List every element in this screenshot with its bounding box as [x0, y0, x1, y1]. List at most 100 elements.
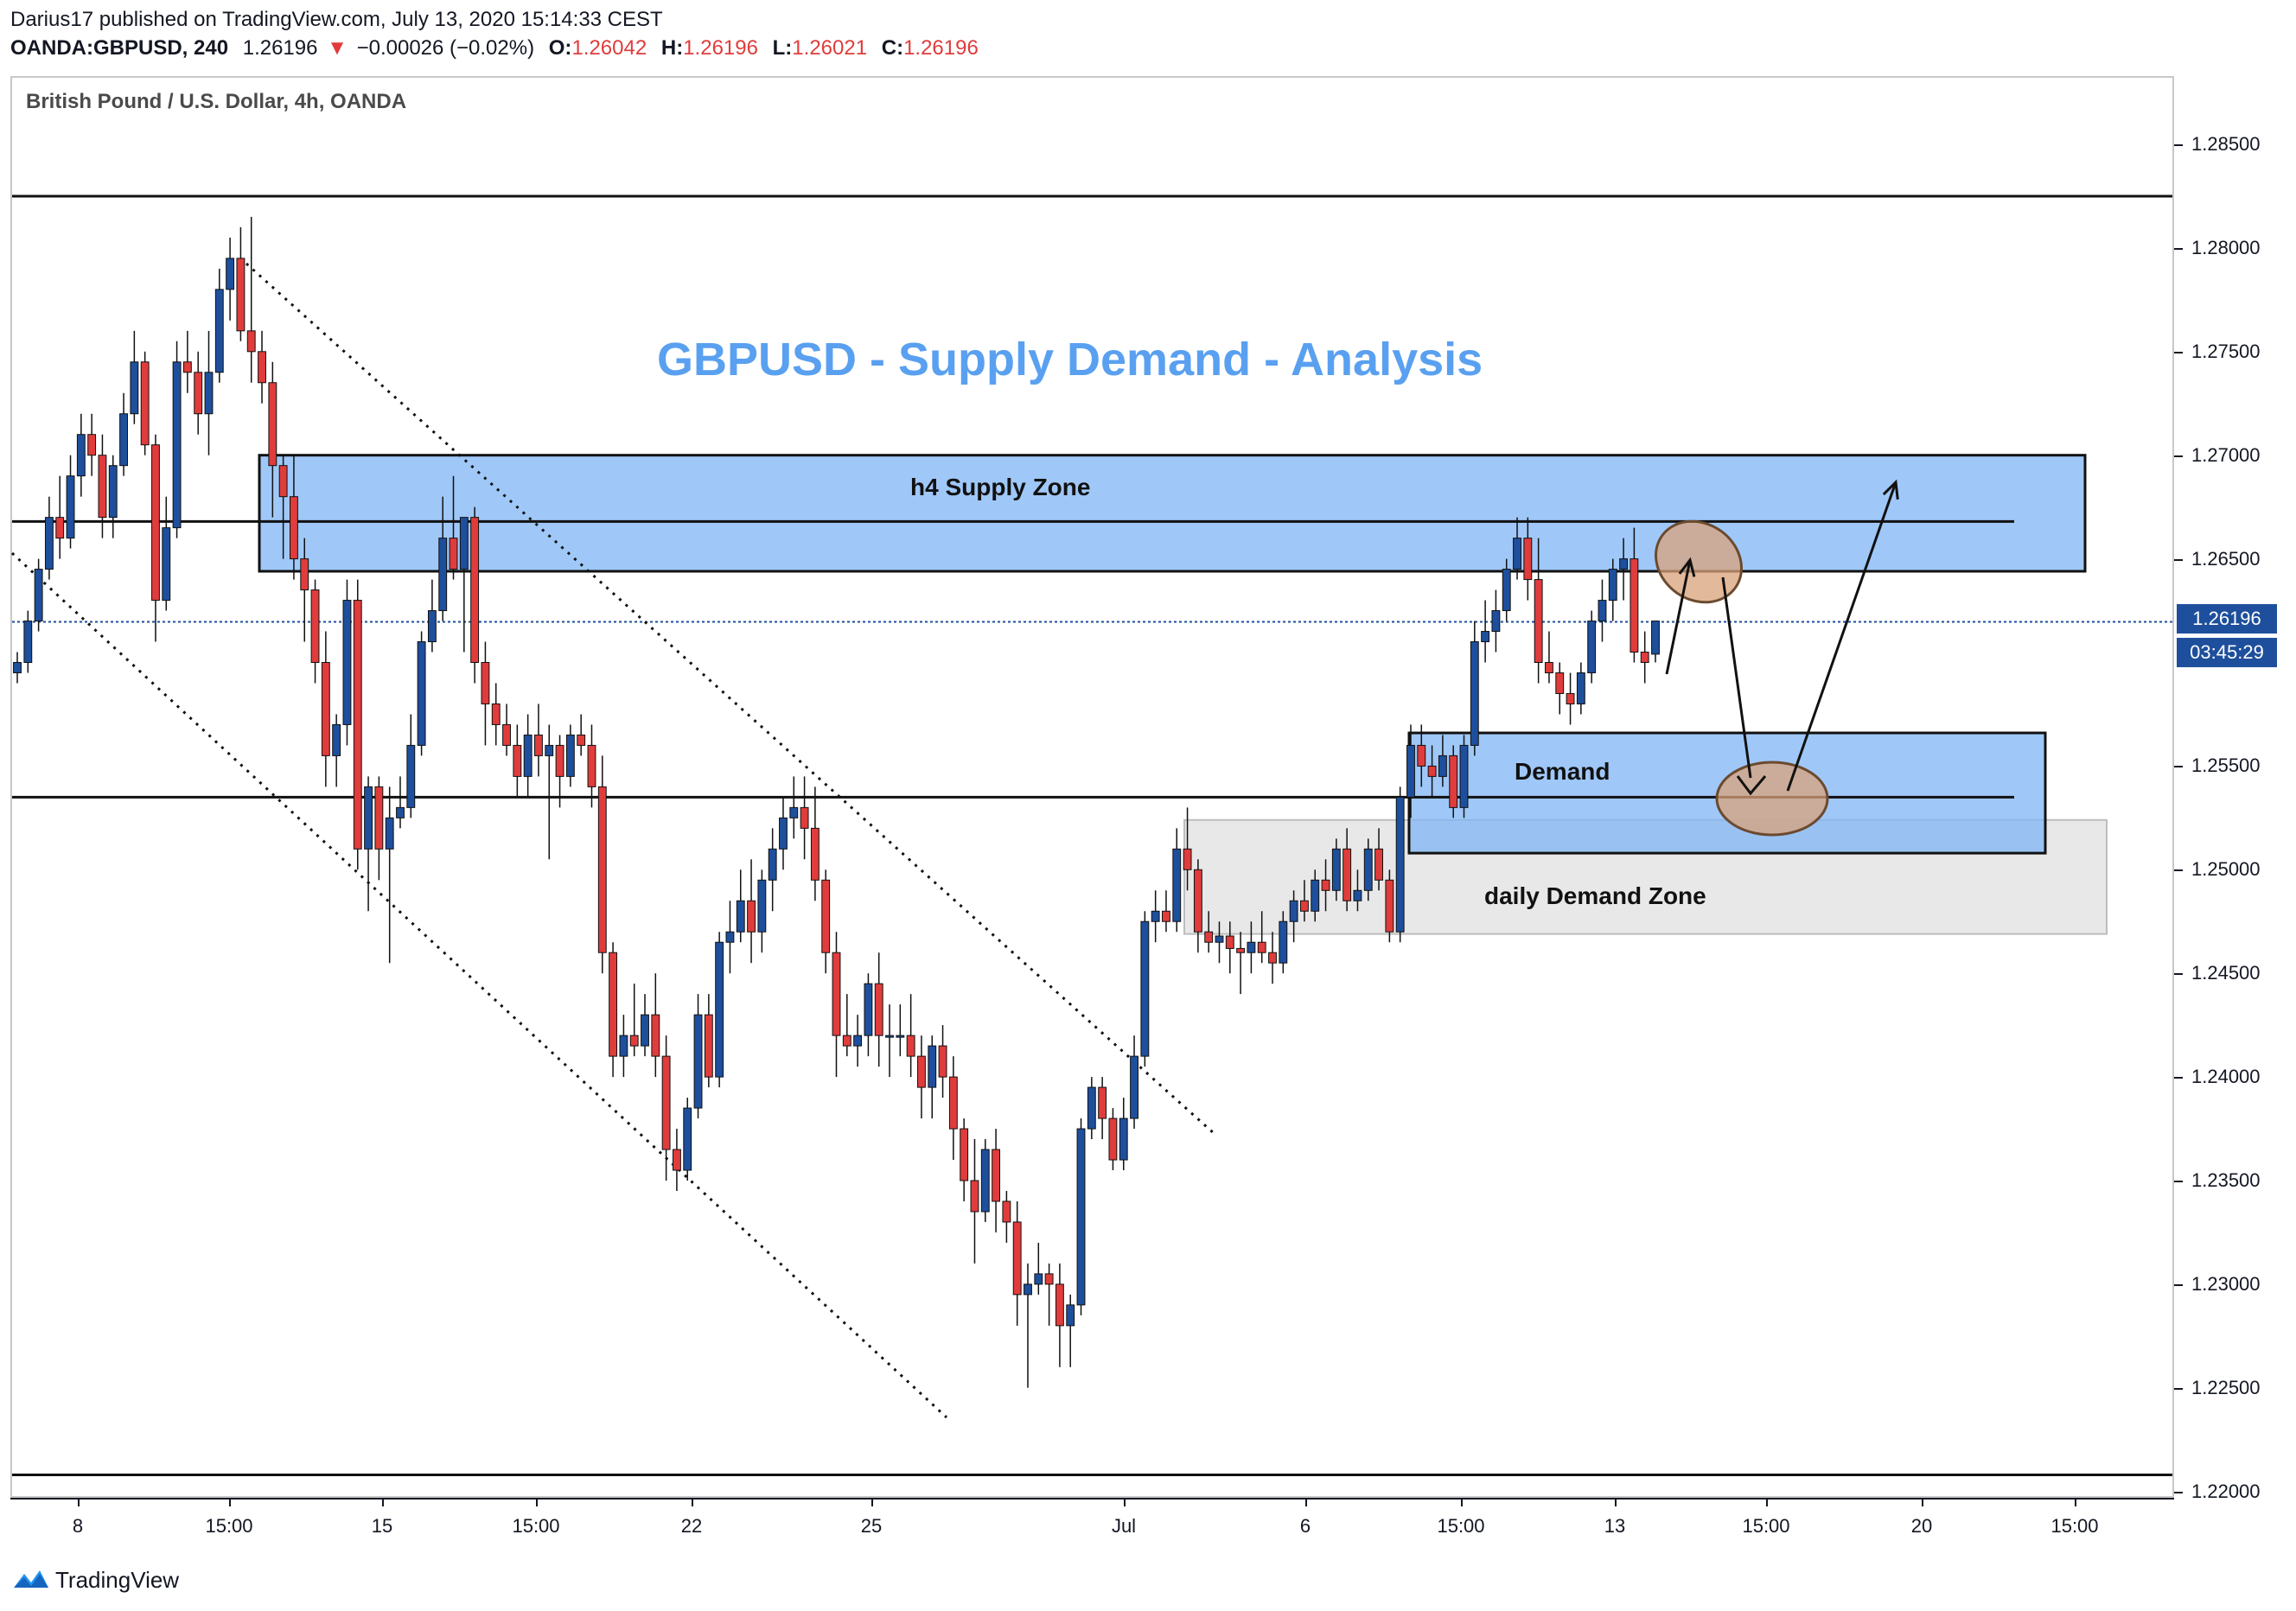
candle-body	[842, 1035, 851, 1047]
price-tick-label: 1.22500	[2191, 1376, 2261, 1398]
price-tick-mark	[2174, 1077, 2183, 1079]
time-tick-label: 8	[72, 1515, 84, 1537]
candle-body	[23, 621, 33, 663]
candle-body	[34, 569, 43, 622]
candle-body	[1438, 755, 1447, 777]
candle-body	[1279, 920, 1288, 964]
candle-body	[1640, 652, 1649, 664]
open-value: 1.26042	[571, 36, 647, 60]
price-tick-mark	[2174, 1387, 2183, 1390]
candle-body	[864, 983, 873, 1036]
candle-body	[1002, 1200, 1011, 1223]
candle-body	[715, 941, 724, 1078]
chart-title: GBPUSD - Supply Demand - Analysis	[657, 334, 1483, 385]
candle-body	[980, 1149, 990, 1213]
candle-body	[906, 1035, 915, 1057]
candle-body	[629, 1035, 639, 1047]
candle-body	[1311, 879, 1320, 912]
time-tick-mark	[2075, 1500, 2076, 1506]
projection-target-arrow-head	[1882, 479, 1899, 500]
time-tick-mark	[78, 1500, 80, 1506]
current-price-tag: 1.26196	[2177, 604, 2277, 634]
time-axis[interactable]: 8 15:00 15 15:00 22 25 Jul 6 15:00 13 15:00 20 15:00	[10, 1498, 2174, 1551]
projection-target-arrow	[1786, 481, 1897, 792]
candle-body	[151, 444, 160, 602]
price-tick-mark	[2174, 144, 2183, 146]
candle-body	[768, 848, 777, 881]
candle-body	[1215, 935, 1224, 943]
candle-body	[396, 806, 405, 818]
time-tick-mark	[536, 1500, 538, 1506]
candle-body	[1204, 931, 1214, 943]
supply-zone-label: h4 Supply Zone	[910, 474, 1091, 500]
candle-body	[1608, 569, 1617, 602]
candle-body	[534, 734, 543, 756]
candle-body	[87, 434, 97, 456]
candle-body	[1353, 889, 1362, 901]
candle-body	[597, 786, 607, 953]
candle-body	[1055, 1283, 1064, 1327]
supply-reaction-ellipse	[1654, 519, 1744, 604]
candle-body	[1257, 941, 1266, 953]
candle-body	[1299, 900, 1309, 912]
candle-body	[874, 983, 883, 1036]
channel-upper-line	[245, 262, 1216, 1136]
price-tick-label: 1.23000	[2191, 1272, 2261, 1295]
price-tick-label: 1.25500	[2191, 755, 2261, 777]
candle-body	[513, 744, 522, 777]
candle-body	[1343, 848, 1352, 901]
candle-body	[1406, 744, 1415, 798]
time-tick-label: 22	[680, 1515, 703, 1537]
candle-body	[1555, 672, 1565, 694]
projection-up-arrow-head	[1678, 557, 1696, 577]
candle-body	[214, 289, 224, 373]
price-tick-label: 1.27000	[2191, 443, 2261, 466]
candle-body	[821, 879, 831, 953]
candle-body	[1044, 1273, 1054, 1285]
candle-body	[1130, 1055, 1138, 1119]
candle-body	[736, 900, 745, 933]
time-tick-label: 15:00	[1742, 1515, 1790, 1537]
candle-body	[832, 952, 841, 1036]
candle-body	[938, 1045, 947, 1078]
down-arrow-icon: ▼	[327, 36, 348, 60]
price-axis[interactable]: 1.28500 1.28000 1.27500 1.27000 1.26500 1.255…	[2174, 76, 2294, 1502]
candle-body	[725, 931, 735, 943]
time-tick-label: 6	[1299, 1515, 1311, 1537]
candle-body	[587, 744, 596, 787]
candle-body	[290, 496, 298, 560]
price-tick-label: 1.23500	[2191, 1169, 2261, 1191]
price-tick-mark	[2174, 973, 2183, 976]
candle-body	[1108, 1118, 1118, 1161]
high-value: 1.26196	[683, 36, 758, 60]
time-tick-mark	[1305, 1500, 1307, 1506]
candle-body	[108, 465, 118, 519]
candle-body	[353, 600, 362, 850]
time-tick-mark	[1922, 1500, 1923, 1506]
daily-demand-zone-label: daily Demand Zone	[1484, 882, 1706, 909]
candle-body	[661, 1055, 671, 1150]
candle-body	[555, 744, 564, 777]
candle-body	[204, 372, 214, 415]
candle-body	[1449, 755, 1458, 808]
candle-body	[1268, 952, 1277, 964]
channel-lower-line	[10, 551, 948, 1419]
price-tick-mark	[2174, 1181, 2183, 1182]
candle-body	[1247, 941, 1256, 953]
zone-0	[258, 454, 2087, 573]
candle-body	[1162, 910, 1170, 922]
footer-brand[interactable]: TradingView	[12, 1563, 179, 1597]
candle-body	[268, 382, 277, 467]
candle-body	[928, 1045, 937, 1088]
candle-body	[1513, 538, 1521, 570]
brand-name: TradingView	[55, 1566, 180, 1593]
time-tick-mark	[1766, 1500, 1768, 1506]
candle-body	[321, 662, 330, 756]
candle-body	[385, 817, 394, 850]
candle-body	[470, 517, 480, 664]
chart-pane[interactable]	[10, 76, 2174, 1498]
candle-body	[44, 517, 54, 570]
price-tick-label: 1.24500	[2191, 962, 2261, 984]
candle-body	[1598, 600, 1607, 622]
